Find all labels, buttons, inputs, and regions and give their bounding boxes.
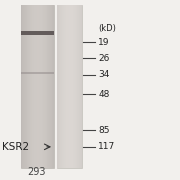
Bar [27, 4, 28, 168]
Bar [21, 4, 22, 168]
Bar [26, 4, 27, 168]
Bar [21, 4, 54, 168]
Text: (kD): (kD) [98, 24, 116, 33]
Text: 293: 293 [28, 167, 46, 177]
Bar [77, 4, 78, 168]
Bar [75, 4, 76, 168]
Bar [36, 4, 37, 168]
Bar [29, 4, 30, 168]
Text: 85: 85 [98, 126, 110, 135]
Bar [23, 4, 24, 168]
Bar [46, 4, 47, 168]
Bar [34, 4, 35, 168]
Bar [57, 4, 82, 168]
Bar [67, 4, 68, 168]
Text: KSR2: KSR2 [2, 142, 29, 152]
Bar [59, 4, 60, 168]
Bar [25, 4, 26, 168]
Bar [37, 4, 38, 168]
Bar [24, 4, 25, 168]
Bar [81, 4, 82, 168]
Bar [64, 4, 65, 168]
Bar [80, 4, 81, 168]
Bar [62, 4, 63, 168]
Bar [58, 4, 59, 168]
Text: 117: 117 [98, 142, 115, 151]
Bar [50, 4, 51, 168]
Bar [68, 4, 69, 168]
Text: 48: 48 [98, 90, 109, 99]
Bar [39, 4, 40, 168]
Bar [49, 4, 50, 168]
Bar [73, 4, 74, 168]
Bar [57, 4, 58, 168]
Bar [69, 4, 70, 168]
Bar [60, 4, 61, 168]
Bar [21, 31, 54, 35]
Bar [74, 4, 75, 168]
Bar [38, 4, 39, 168]
Bar [47, 4, 48, 168]
Bar [45, 4, 46, 168]
Bar [41, 4, 42, 168]
Bar [40, 4, 41, 168]
Bar [21, 72, 54, 74]
Bar [61, 4, 62, 168]
Bar [51, 4, 52, 168]
Text: 19: 19 [98, 37, 110, 46]
Bar [79, 4, 80, 168]
Bar [33, 4, 34, 168]
Bar [70, 4, 71, 168]
Bar [78, 4, 79, 168]
Bar [44, 4, 45, 168]
Text: 26: 26 [98, 54, 109, 63]
Bar [52, 4, 53, 168]
Bar [30, 4, 31, 168]
Bar [35, 4, 36, 168]
Bar [53, 4, 54, 168]
Bar [42, 4, 43, 168]
Bar [71, 4, 72, 168]
Bar [43, 4, 44, 168]
Bar [72, 4, 73, 168]
Bar [63, 4, 64, 168]
Bar [66, 4, 67, 168]
Text: 34: 34 [98, 70, 109, 79]
Bar [32, 4, 33, 168]
Bar [65, 4, 66, 168]
Bar [48, 4, 49, 168]
Bar [28, 4, 29, 168]
Bar [76, 4, 77, 168]
Bar [22, 4, 23, 168]
Bar [31, 4, 32, 168]
Bar [77, 4, 78, 168]
